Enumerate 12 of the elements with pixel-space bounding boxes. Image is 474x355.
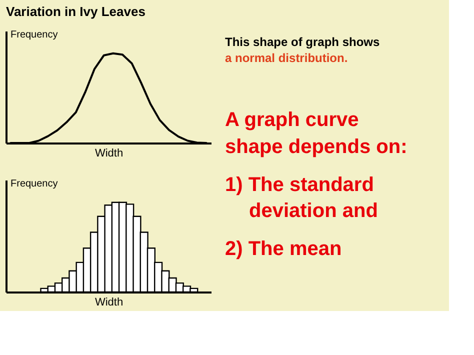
text: 2) The mean — [225, 238, 342, 260]
chart-title: Variation in Ivy Leaves — [6, 4, 146, 19]
text: A graph curve — [225, 109, 359, 131]
x-axis-title: Width — [94, 296, 124, 308]
text: This shape of graph shows — [225, 35, 380, 49]
x-axis-title: Width — [94, 148, 124, 160]
y-axis-title: Frequency — [10, 178, 58, 190]
text: shape depends on: — [225, 136, 408, 158]
text: a normal distribution. — [225, 51, 348, 65]
text: 1) The standard — [225, 174, 374, 196]
y-axis-title: Frequency — [10, 30, 58, 40]
text: deviation and — [249, 200, 378, 222]
